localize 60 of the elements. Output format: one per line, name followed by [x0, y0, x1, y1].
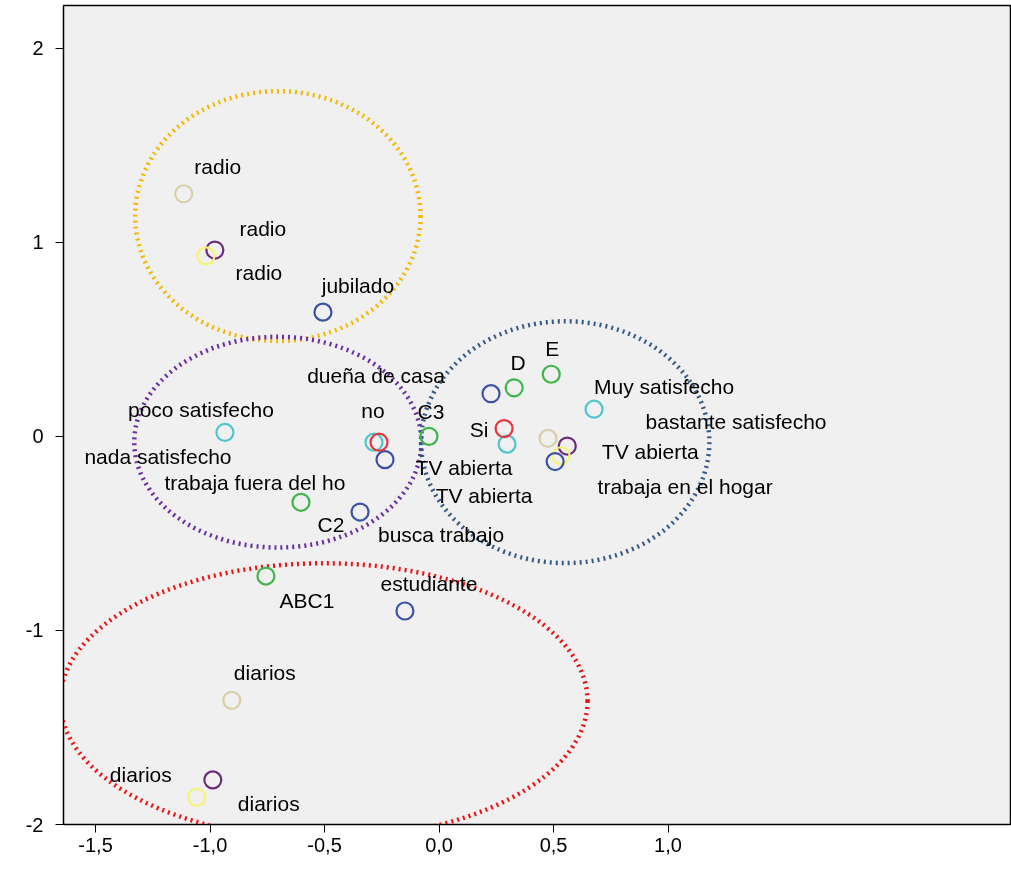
point — [364, 432, 384, 452]
point — [584, 399, 604, 419]
annotation: TV abierta — [435, 484, 533, 508]
x-tick-label: 1,0 — [654, 833, 682, 856]
point — [205, 240, 225, 260]
annotation: bastante satisfecho — [645, 409, 827, 433]
annotation: C3 — [417, 399, 445, 423]
annotation: radio — [235, 261, 283, 285]
annotation: poco satisfecho — [127, 397, 274, 421]
point — [419, 426, 439, 446]
point — [215, 422, 235, 443]
annotation: nada satisfecho — [84, 444, 232, 468]
y-tick-label: 0 — [32, 425, 44, 448]
point — [350, 502, 370, 522]
y-tick-label: -1 — [25, 619, 44, 642]
annotation: radio — [239, 216, 287, 240]
y-tick-label: -2 — [25, 813, 44, 836]
point — [375, 450, 395, 470]
point — [504, 378, 524, 398]
annotation: C2 — [317, 512, 345, 536]
x-tick-label: -0,5 — [307, 833, 342, 856]
point — [551, 446, 571, 466]
annotation: Muy satisfecho — [594, 374, 735, 398]
annotation: radio — [194, 155, 242, 179]
annotation: trabaja en el hogar — [597, 475, 773, 499]
annotation: jubilado — [320, 273, 395, 297]
point — [291, 492, 311, 512]
y-tick-label: 2 — [32, 37, 44, 60]
point — [256, 566, 276, 586]
annotation: diarios — [109, 763, 172, 787]
annotation: D — [510, 351, 526, 375]
x-tick-label: 0,5 — [539, 833, 568, 856]
point — [545, 451, 565, 472]
point — [174, 184, 194, 204]
annotation: TV abierta — [601, 439, 700, 463]
annotation: trabaja fuera del ho — [164, 471, 346, 495]
annotation: Si — [469, 418, 489, 442]
annotation: E — [545, 336, 560, 360]
y-tick-label: 1 — [32, 231, 44, 254]
annotation: no — [361, 398, 385, 422]
point — [557, 436, 577, 456]
point — [313, 302, 333, 322]
point — [494, 419, 514, 439]
annotation: diarios — [237, 791, 300, 815]
point — [481, 384, 501, 404]
annotation: ABC1 — [279, 588, 335, 612]
x-tick-label: -1,0 — [192, 833, 228, 856]
annotation: diarios — [233, 660, 296, 684]
point — [369, 432, 389, 452]
annotation: TV abierta — [415, 455, 513, 479]
point — [395, 601, 415, 621]
point — [196, 246, 216, 266]
point — [541, 364, 561, 384]
point — [222, 690, 242, 710]
point — [203, 770, 223, 790]
x-tick-label: 0,0 — [425, 833, 453, 856]
point — [497, 434, 517, 454]
point — [538, 428, 558, 448]
point — [187, 787, 207, 807]
x-tick-label: -1,5 — [78, 833, 113, 856]
